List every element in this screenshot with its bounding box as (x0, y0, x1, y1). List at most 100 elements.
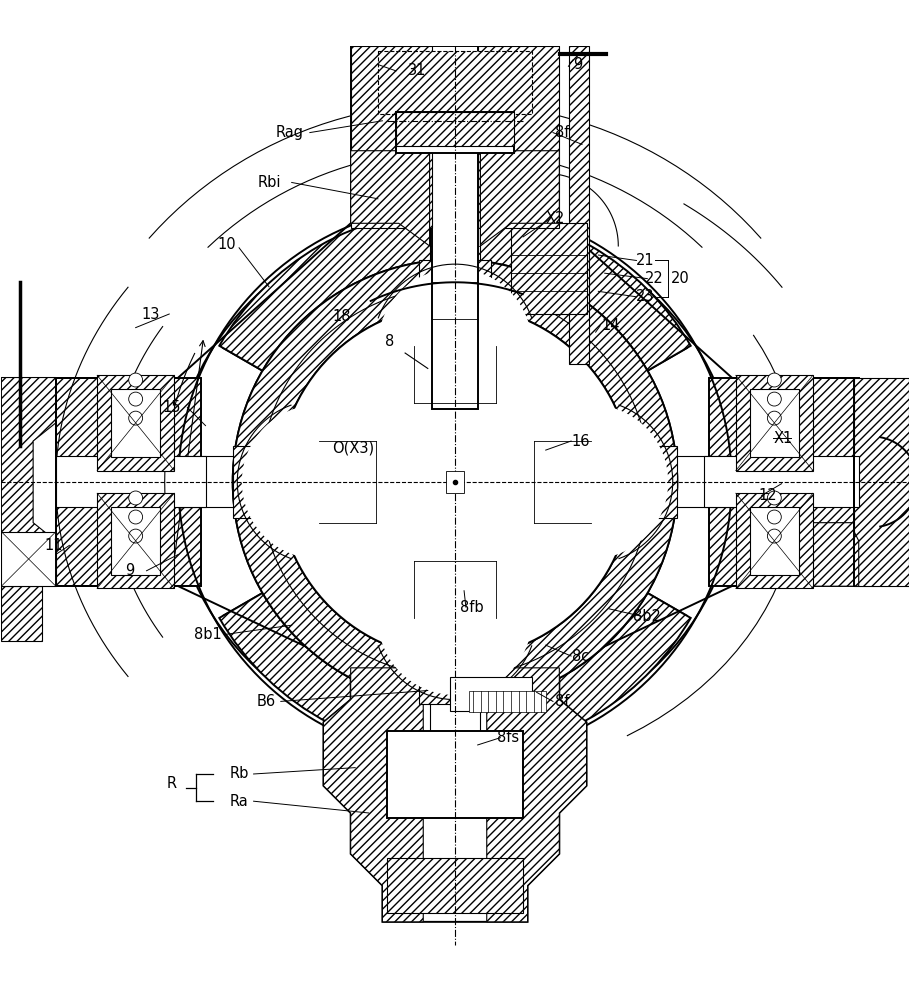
Text: 16: 16 (571, 434, 590, 449)
Text: 8c: 8c (571, 649, 589, 664)
Wedge shape (219, 588, 479, 754)
Text: 11: 11 (45, 538, 64, 553)
Ellipse shape (174, 219, 736, 745)
Text: 9: 9 (126, 563, 135, 578)
Polygon shape (854, 378, 908, 586)
Circle shape (233, 260, 677, 704)
Polygon shape (709, 378, 859, 586)
Polygon shape (2, 378, 56, 586)
Polygon shape (419, 260, 491, 378)
Bar (736, 375, 813, 471)
Circle shape (128, 491, 143, 505)
Bar (750, 389, 799, 457)
Wedge shape (219, 210, 455, 375)
Text: 18: 18 (332, 309, 351, 324)
Circle shape (128, 392, 143, 406)
Bar (396, 112, 514, 153)
Circle shape (128, 411, 143, 425)
Text: Rbi: Rbi (258, 175, 281, 190)
Polygon shape (419, 586, 491, 704)
Circle shape (278, 305, 632, 659)
Text: 12: 12 (759, 488, 777, 503)
Circle shape (767, 392, 782, 406)
Circle shape (514, 405, 668, 559)
Text: 8fb: 8fb (460, 600, 483, 615)
Text: 13: 13 (142, 307, 160, 322)
Text: O(X3): O(X3) (332, 441, 374, 456)
Wedge shape (473, 588, 687, 748)
Text: Ra: Ra (229, 794, 248, 809)
Text: 20: 20 (671, 271, 690, 286)
Polygon shape (782, 523, 859, 586)
Text: 14: 14 (602, 318, 621, 333)
Polygon shape (350, 46, 560, 223)
Circle shape (767, 411, 782, 425)
Text: 21: 21 (636, 253, 655, 268)
Polygon shape (350, 654, 560, 668)
Text: 8f: 8f (555, 694, 570, 709)
Bar (709, 456, 859, 507)
Circle shape (767, 491, 782, 505)
Polygon shape (478, 46, 560, 228)
Bar (56, 456, 206, 507)
Text: 8fs: 8fs (497, 730, 519, 745)
Wedge shape (473, 215, 687, 375)
Bar (111, 389, 160, 457)
Circle shape (767, 510, 782, 524)
Text: Rb: Rb (229, 766, 248, 781)
Circle shape (378, 541, 532, 695)
Text: 31: 31 (408, 63, 426, 78)
Bar (570, 46, 590, 364)
Text: 8: 8 (385, 334, 394, 349)
Bar (387, 731, 523, 818)
Bar (446, 471, 464, 493)
Bar (469, 691, 546, 712)
Bar (432, 46, 478, 409)
Polygon shape (2, 586, 42, 641)
Text: 8b1: 8b1 (195, 627, 222, 642)
Circle shape (767, 529, 782, 543)
Bar (430, 654, 480, 718)
Bar (450, 677, 532, 711)
Circle shape (767, 373, 782, 387)
Polygon shape (560, 446, 677, 518)
Wedge shape (473, 588, 691, 753)
Bar (378, 51, 532, 114)
Bar (387, 858, 523, 913)
Polygon shape (323, 668, 587, 922)
Text: X2: X2 (545, 211, 564, 226)
Circle shape (128, 510, 143, 524)
Circle shape (378, 269, 532, 423)
Polygon shape (323, 668, 423, 922)
Text: R: R (167, 776, 177, 791)
Bar (111, 507, 160, 575)
Text: 10: 10 (217, 237, 236, 252)
Polygon shape (511, 223, 587, 314)
Text: 8b2: 8b2 (633, 609, 662, 624)
Polygon shape (480, 151, 560, 246)
Circle shape (128, 529, 143, 543)
Bar (56, 456, 206, 507)
Wedge shape (223, 588, 437, 748)
Bar (704, 456, 859, 507)
Text: 15: 15 (163, 400, 181, 415)
Polygon shape (487, 668, 587, 922)
Text: 9: 9 (573, 57, 582, 72)
Wedge shape (223, 215, 437, 375)
Text: Rag: Rag (276, 125, 304, 140)
Circle shape (128, 373, 143, 387)
Bar (736, 493, 813, 588)
Polygon shape (350, 151, 430, 246)
Bar (2, 532, 56, 586)
Wedge shape (455, 210, 691, 375)
Polygon shape (233, 446, 350, 518)
Bar (97, 493, 174, 588)
Bar (97, 375, 174, 471)
Bar (396, 112, 514, 146)
Text: 8f: 8f (555, 125, 570, 140)
Bar (430, 46, 480, 246)
Text: 23: 23 (636, 289, 655, 304)
Polygon shape (56, 378, 201, 586)
Wedge shape (233, 260, 677, 704)
Text: X1: X1 (774, 431, 793, 446)
